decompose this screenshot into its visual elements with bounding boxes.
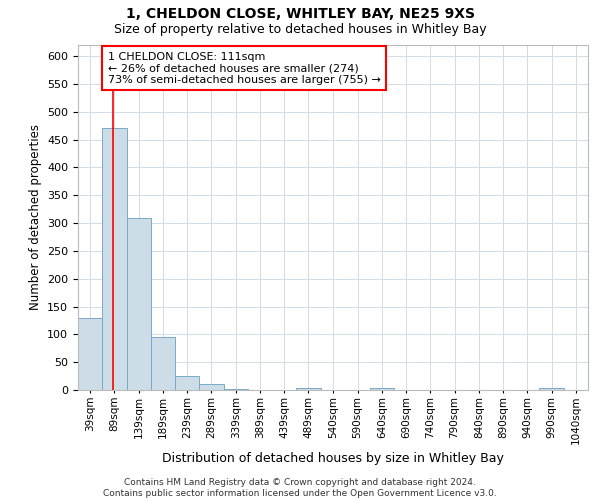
Bar <box>78 318 102 390</box>
Text: Size of property relative to detached houses in Whitley Bay: Size of property relative to detached ho… <box>113 22 487 36</box>
Bar <box>370 388 394 390</box>
Bar <box>151 337 175 390</box>
Bar <box>175 376 199 390</box>
Bar <box>539 388 564 390</box>
Y-axis label: Number of detached properties: Number of detached properties <box>29 124 41 310</box>
Bar <box>102 128 127 390</box>
Text: 1, CHELDON CLOSE, WHITLEY BAY, NE25 9XS: 1, CHELDON CLOSE, WHITLEY BAY, NE25 9XS <box>125 8 475 22</box>
Text: Contains HM Land Registry data © Crown copyright and database right 2024.
Contai: Contains HM Land Registry data © Crown c… <box>103 478 497 498</box>
Bar <box>127 218 151 390</box>
X-axis label: Distribution of detached houses by size in Whitley Bay: Distribution of detached houses by size … <box>162 452 504 466</box>
Bar <box>199 384 224 390</box>
Text: 1 CHELDON CLOSE: 111sqm
← 26% of detached houses are smaller (274)
73% of semi-d: 1 CHELDON CLOSE: 111sqm ← 26% of detache… <box>107 52 380 85</box>
Bar <box>296 388 320 390</box>
